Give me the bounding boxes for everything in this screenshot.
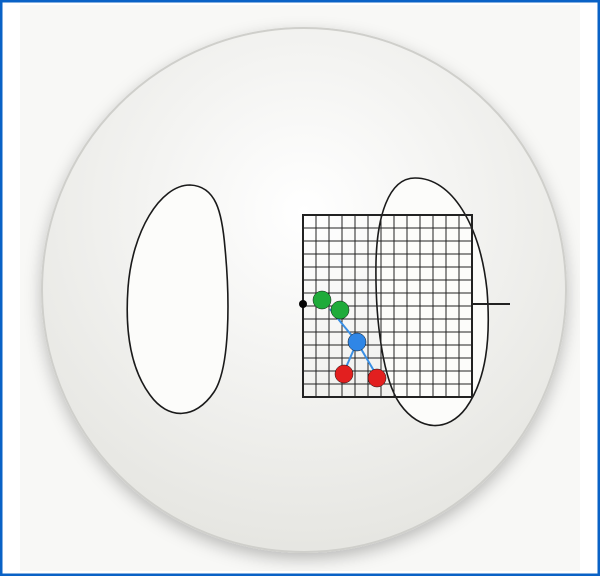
- green-marker-1: [313, 291, 331, 309]
- blue-marker-1: [348, 333, 366, 351]
- red-marker-1: [335, 365, 353, 383]
- diagram-frame: [0, 0, 600, 576]
- center-dot-icon: [299, 300, 307, 308]
- crop-bar-left: [5, 5, 20, 571]
- green-marker-2: [331, 301, 349, 319]
- crop-bar-right: [580, 5, 595, 571]
- lung-diagram: [0, 0, 600, 576]
- red-marker-2: [368, 369, 386, 387]
